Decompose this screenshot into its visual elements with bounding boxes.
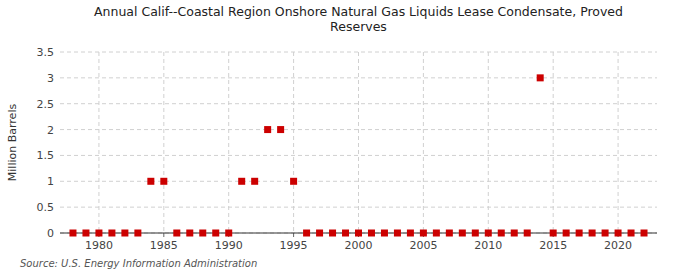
point [225,230,232,237]
y-tick-label: 3.5 [37,46,55,59]
point [550,230,557,237]
y-grid-line [60,155,657,156]
y-tick-label: 1 [47,175,54,188]
x-grid-line [358,52,359,233]
x-tick-label: 1985 [150,239,178,252]
point [121,230,128,237]
point [459,230,466,237]
point [303,230,310,237]
y-tick-label: 0 [47,227,54,240]
point [277,126,284,133]
point [368,230,375,237]
x-grid-line [618,52,619,233]
y-tick-label: 1.5 [37,149,55,162]
point [108,230,115,237]
point [355,230,362,237]
x-tick-label: 1980 [85,239,113,252]
point [173,230,180,237]
point [394,230,401,237]
point [576,230,583,237]
point [212,230,219,237]
x-tick-label: 2005 [409,239,437,252]
x-tick-label: 2000 [345,239,373,252]
point [316,230,323,237]
point [433,230,440,237]
x-tick-label: 2020 [604,239,632,252]
point [160,178,167,185]
point [615,230,622,237]
x-grid-line [163,52,164,233]
point [238,178,245,185]
y-axis-label: Million Barrels [6,104,19,182]
point [472,230,479,237]
point [264,126,271,133]
x-tick-label: 2010 [474,239,502,252]
title-line: Annual Calif--Coastal Region Onshore Nat… [94,4,623,19]
x-grid-line [98,52,99,233]
chart-container: Annual Calif--Coastal Region Onshore Nat… [0,0,675,275]
x-grid-line [488,52,489,233]
y-tick-label: 0.5 [37,201,55,214]
y-tick-label: 3 [47,72,54,85]
x-grid-line [293,52,294,233]
grid [60,52,657,233]
y-tick-label: 2 [47,124,54,137]
point [420,230,427,237]
point [537,74,544,81]
point [134,230,141,237]
point [511,230,518,237]
point [498,230,505,237]
point [290,178,297,185]
chart: Annual Calif--Coastal Region Onshore Nat… [0,0,675,275]
point [69,230,76,237]
point [186,230,193,237]
x-tick [163,233,164,237]
point [628,230,635,237]
point [563,230,570,237]
point [407,230,414,237]
point [95,230,102,237]
title: Annual Calif--Coastal Region Onshore Nat… [94,4,623,34]
x-grid-line [553,52,554,233]
x-tick-label: 2015 [539,239,567,252]
x-grid-line [228,52,229,233]
x-tick-label: 1990 [215,239,243,252]
source-note: Source: U.S. Energy Information Administ… [20,258,257,269]
point [641,230,648,237]
point [524,230,531,237]
point [485,230,492,237]
point [329,230,336,237]
point [589,230,596,237]
point [251,178,258,185]
x-tick-label: 1995 [280,239,308,252]
x-tick [293,233,294,237]
x-grid-line [423,52,424,233]
title-line: Reserves [330,19,387,34]
axes: 0 0.5 1 1.5 2 2.5 3 3.5 1980 1985 1990 1995 2000 2005… [37,46,658,252]
y-grid-line [60,77,657,78]
point [342,230,349,237]
y-tick-label: 2.5 [37,98,55,111]
marks [69,74,647,236]
point [446,230,453,237]
point [381,230,388,237]
point [602,230,609,237]
point [82,230,89,237]
point [147,178,154,185]
point [199,230,206,237]
